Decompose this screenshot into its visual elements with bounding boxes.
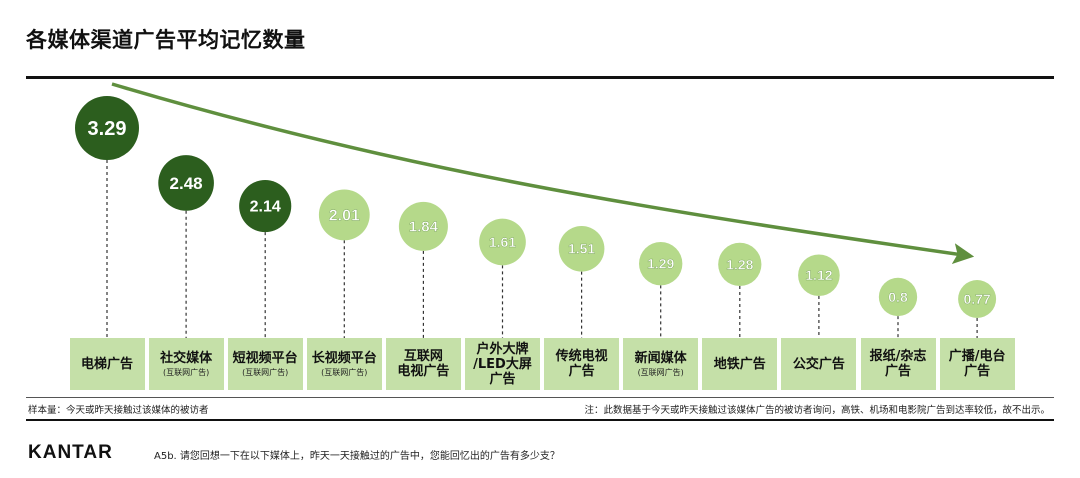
- category-label: 公交广告: [792, 356, 845, 372]
- value-bubble: [479, 218, 526, 266]
- value-bubble: [558, 225, 605, 272]
- value-bubble: [398, 201, 448, 251]
- category-box: 广播/电台 广告: [939, 338, 1015, 390]
- sample-note: 样本量：今天或昨天接触过该媒体的被访者: [28, 405, 209, 416]
- value-label: 1.12: [805, 267, 832, 283]
- category-box: 互联网 电视广告: [385, 338, 461, 390]
- value-label: 1.84: [409, 219, 439, 236]
- category-box: 地铁广告: [702, 338, 778, 390]
- category-box: 长视频平台 (互联网广告): [306, 338, 382, 390]
- value-label: 0.77: [963, 291, 990, 307]
- category-label: 地铁广告: [713, 356, 766, 372]
- category-box: 新闻媒体 (互联网广告): [623, 338, 699, 390]
- kantar-logo: KANTAR: [28, 442, 113, 463]
- category-label: 社交媒体: [160, 350, 213, 366]
- value-label: 2.14: [250, 199, 281, 216]
- category-box: 公交广告: [781, 338, 857, 390]
- category-label: 广播/电台 广告: [948, 349, 1006, 379]
- value-bubble: [158, 155, 214, 211]
- category-label: 短视频平台: [232, 350, 298, 366]
- category-label: 传统电视 广告: [555, 349, 608, 379]
- footer-divider: [26, 419, 1054, 421]
- category-sublabel: (互联网广告): [321, 367, 368, 377]
- trend-arrow: [111, 82, 975, 265]
- category-label: 新闻媒体: [634, 350, 687, 366]
- category-sublabel: (互联网广告): [162, 367, 210, 377]
- category-box: 社交媒体 (互联网广告): [148, 338, 224, 390]
- category-label: 电梯广告: [80, 356, 133, 372]
- value-bubble: [878, 277, 918, 317]
- top-divider: [26, 76, 1054, 79]
- value-label: 1.28: [726, 256, 753, 272]
- value-label: 1.51: [568, 241, 595, 257]
- category-box: 户外大牌 /LED大屏 广告: [465, 338, 540, 390]
- category-sublabel: (互联网广告): [242, 367, 289, 377]
- category-label: 长视频平台: [311, 350, 377, 366]
- value-bubble: [318, 189, 370, 241]
- value-bubble: [718, 242, 762, 287]
- bottom-divider: [26, 397, 1054, 398]
- category-box: 报纸/杂志 广告: [860, 338, 936, 390]
- category-label: 互联网 电视广告: [397, 349, 450, 379]
- category-sublabel: (互联网广告): [637, 367, 684, 377]
- value-bubble: [75, 96, 139, 160]
- value-bubble: [639, 242, 683, 286]
- page-title: 各媒体渠道广告平均记忆数量: [26, 28, 306, 52]
- category-label: 户外大牌 /LED大屏 广告: [473, 341, 532, 387]
- value-label: 1.61: [489, 234, 516, 250]
- footnote: 注：此数据基于今天或昨天接触过该媒体广告的被访者询问，高铁、机场和电影院广告到达…: [584, 405, 1050, 416]
- value-label: 0.8: [888, 289, 908, 305]
- value-bubble: [798, 254, 840, 297]
- value-label: 2.48: [170, 174, 203, 193]
- category-box: 短视频平台 (互联网广告): [227, 338, 303, 390]
- category-box: 传统电视 广告: [544, 338, 620, 390]
- survey-question: A5b. 请您回想一下在以下媒体上，昨天一天接触过的广告中，您能回忆出的广告有多…: [154, 451, 560, 462]
- value-bubble: [239, 179, 292, 233]
- value-label: 2.01: [329, 207, 360, 224]
- value-label: 1.29: [647, 256, 674, 272]
- category-box: 电梯广告: [69, 338, 145, 390]
- value-bubble: [958, 280, 997, 318]
- category-label: 报纸/杂志 广告: [869, 349, 927, 379]
- value-label: 3.29: [88, 118, 127, 140]
